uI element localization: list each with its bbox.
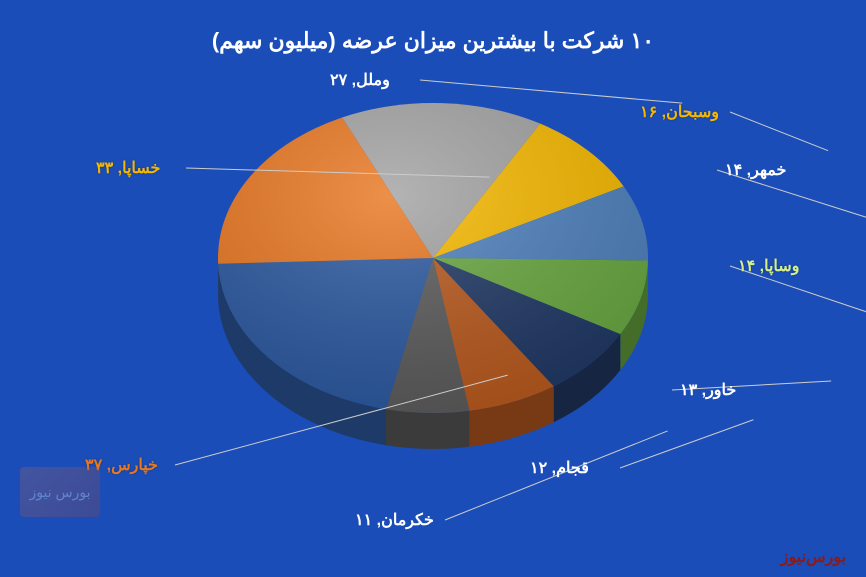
watermark-logo: بورس نیوز (20, 467, 100, 517)
label-vosobhan: وسبحان, ۱۶ (640, 102, 719, 122)
watermark-text: بورس‌نیوز (781, 547, 846, 567)
pie-chart (193, 78, 673, 498)
label-vimelal: وملل, ۲۷ (330, 70, 390, 90)
label-khosapa: خساپا, ۳۳ (96, 158, 160, 178)
label-qojam: قجام, ۱۲ (530, 458, 589, 478)
label-khokerman: خکرمان, ۱۱ (355, 510, 434, 530)
label-khomehr: خمهر, ۱۴ (725, 160, 786, 180)
chart-title: ۱۰ شرکت با بیشترین میزان عرضه (میلیون سه… (0, 28, 866, 54)
label-vaspa: وساپا, ۱۴ (738, 256, 799, 276)
label-khavar: خاور, ۱۳ (680, 380, 736, 400)
